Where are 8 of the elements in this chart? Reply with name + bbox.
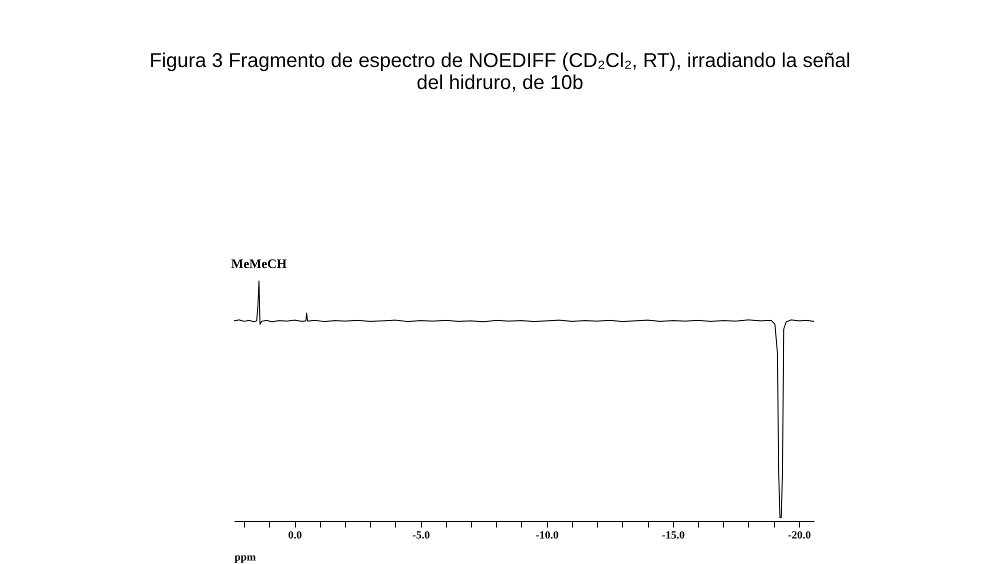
annotation: MeMeCH <box>231 256 287 271</box>
x-tick-label: -15.0 <box>662 530 686 542</box>
x-tick-label: -10.0 <box>536 530 560 542</box>
x-tick-label: 0.0 <box>288 530 302 542</box>
x-axis-title: ppm <box>234 552 256 564</box>
x-tick-label: -5.0 <box>412 530 430 542</box>
x-tick-label: -20.0 <box>788 530 812 542</box>
chart-title: Figura 3 Fragmento de espectro de NOEDIFF (CD₂Cl₂, RT), irradiando la señal del hidruro, de 10b <box>150 50 850 94</box>
